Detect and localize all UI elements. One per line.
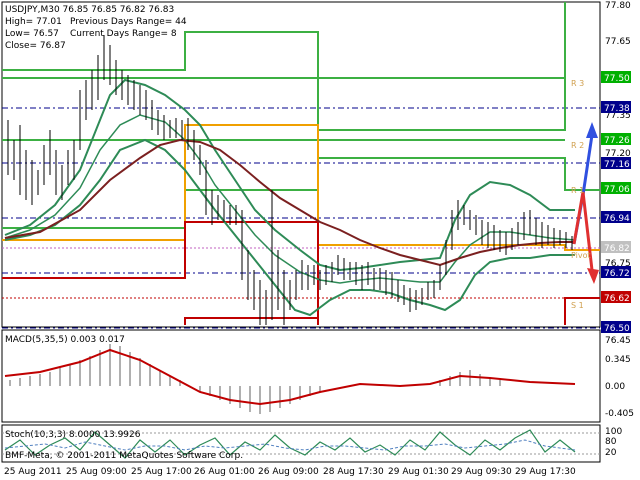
svg-text:76.62: 76.62 [604,294,630,304]
svg-text:76.82: 76.82 [604,244,630,254]
bb-middle [4,114,576,284]
stoch-axis-100: 100 [605,427,622,437]
svg-text:76.50: 76.50 [604,324,630,334]
r3-step-line [2,2,566,131]
svg-text:28 Aug 17:30: 28 Aug 17:30 [323,467,384,477]
copyright: BMF-Meta, © 2001-2011 MetaQuotes Softwar… [5,451,243,461]
current-range: Current Days Range= 8 [70,29,177,39]
close-value: Close= 76.87 [5,41,66,51]
price-level-tags: 77.50 77.38 77.26 77.16 77.06 76.94 76.8… [601,71,631,334]
svg-text:76.94: 76.94 [604,214,630,224]
svg-text:77.38: 77.38 [604,104,630,114]
svg-text:76.72: 76.72 [604,269,630,279]
stoch-axis-80: 80 [605,437,617,447]
macd-signal-line [4,348,576,406]
svg-text:77.06: 77.06 [604,185,630,195]
moving-average [4,138,575,267]
svg-text:77.26: 77.26 [604,136,630,146]
macd-axis-bottom: -0.405 [605,409,634,419]
price-candles [7,35,573,325]
svg-text:26 Aug 09:00: 26 Aug 09:00 [258,467,319,477]
svg-text:25 Aug 2011: 25 Aug 2011 [4,467,62,477]
svg-text:29 Aug 01:30: 29 Aug 01:30 [388,467,449,477]
symbol-line: USDJPY,M30 76.85 76.85 76.82 76.83 [5,5,174,15]
svg-text:77.50: 77.50 [604,74,630,84]
svg-text:26 Aug 01:00: 26 Aug 01:00 [194,467,255,477]
r1-label: R 1 [571,186,584,195]
svg-text:76.45: 76.45 [605,336,631,346]
high-value: High= 77.01 [5,17,62,27]
macd-axis-top: 0.345 [605,355,631,365]
macd-label: MACD(5,35,5) 0.003 0.017 [5,335,125,345]
macd-histogram [9,344,501,414]
stoch-panel[interactable] [1,424,601,463]
arrow-up-icon [586,122,598,138]
r3-label: R 3 [571,79,584,88]
support-step-line [2,221,319,325]
r2-label: R 2 [571,141,584,150]
arrow-down-icon [587,268,599,284]
pivot-label: Pivot [571,251,591,260]
time-axis: 25 Aug 2011 25 Aug 09:00 25 Aug 17:00 26… [4,467,576,477]
svg-text:77.65: 77.65 [605,37,631,47]
svg-text:77.35: 77.35 [605,111,631,121]
svg-text:76.75: 76.75 [605,259,631,269]
bb-lower [4,138,575,317]
bb-upper [4,78,575,272]
previous-range: Previous Days Range= 44 [70,17,187,27]
macd-panel[interactable] [1,329,601,423]
svg-text:29 Aug 09:30: 29 Aug 09:30 [451,467,512,477]
svg-text:25 Aug 17:00: 25 Aug 17:00 [131,467,192,477]
price-axis: 77.80 77.65 77.35 77.20 76.75 76.45 [605,1,631,346]
svg-text:29 Aug 17:30: 29 Aug 17:30 [515,467,576,477]
low-value: Low= 76.57 [5,29,59,39]
forecast-arrow-down [572,191,594,271]
macd-axis-zero: 0.00 [605,382,625,392]
stoch-label: Stoch(10,3,3) 8.0000 13.9926 [5,430,141,440]
s1-label: S 1 [571,301,584,310]
stoch-signal [4,439,576,451]
svg-text:25 Aug 09:00: 25 Aug 09:00 [66,467,127,477]
pivot-step-line [2,124,600,251]
svg-text:77.16: 77.16 [604,160,630,170]
svg-text:77.80: 77.80 [605,1,631,11]
svg-text:77.20: 77.20 [605,149,631,159]
stoch-axis-20: 20 [605,448,617,458]
stoch-main [4,429,576,459]
